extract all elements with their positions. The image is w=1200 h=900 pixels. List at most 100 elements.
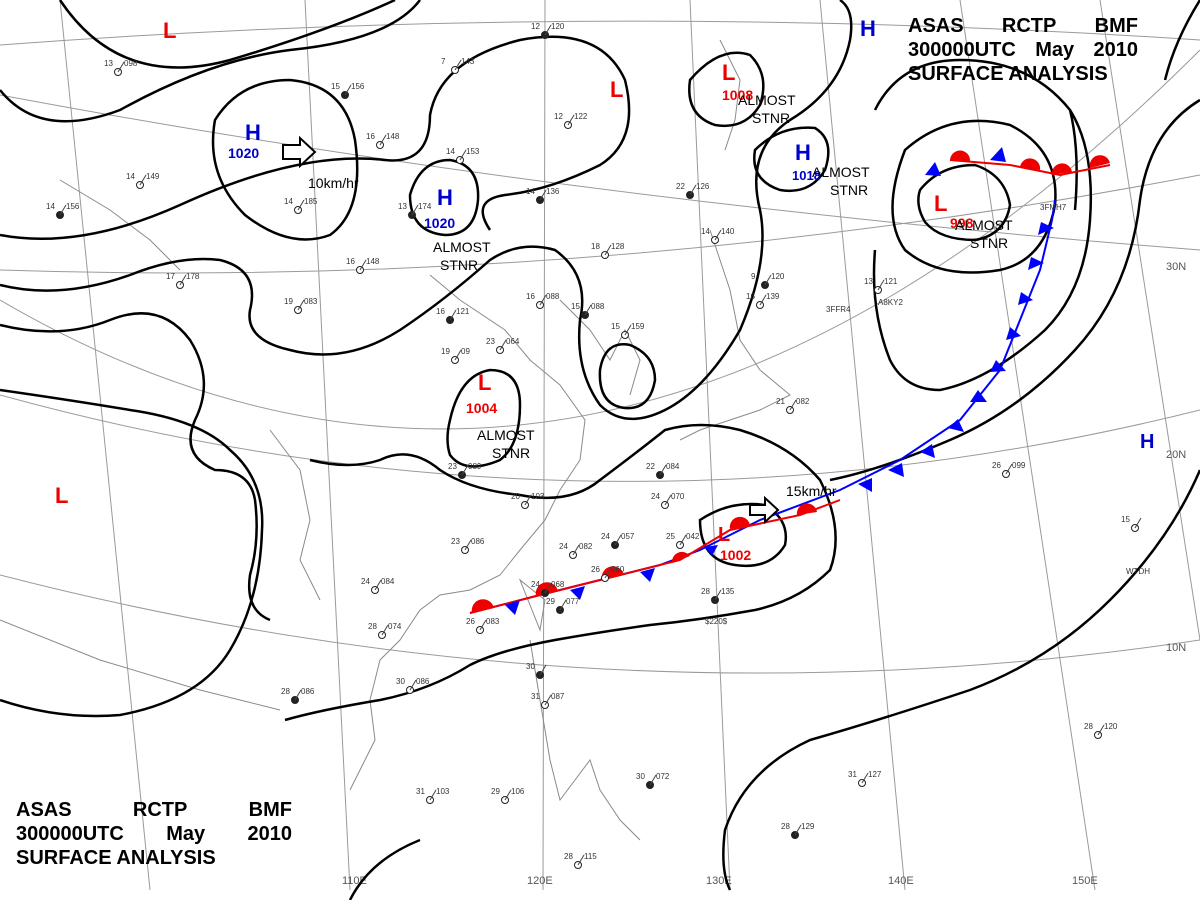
station-temp: 13 — [864, 277, 873, 286]
station-pressure: 088 — [546, 292, 560, 301]
annotations: ALMOST STNR ALMOST STNR ALMOST STNR ALMO… — [308, 92, 1013, 499]
station-plot: 30 086 — [396, 677, 430, 694]
wind-barb — [411, 204, 419, 216]
station-temp: 31 — [848, 770, 857, 779]
station-temp: 28 — [368, 622, 377, 631]
station-plot: 15 156 — [331, 82, 365, 99]
wind-barb — [539, 189, 547, 201]
station-plot: 28 135 — [701, 587, 735, 604]
header-region: ASAS — [908, 15, 964, 37]
station-plot: 20 103 — [511, 492, 545, 509]
station-pressure: 087 — [551, 692, 565, 701]
station-temp: 16 — [746, 292, 755, 301]
station-pressure: 074 — [388, 622, 402, 631]
wind-barb — [714, 589, 722, 601]
motion-arrows — [282, 135, 780, 525]
station-temp: 20 — [511, 492, 520, 501]
chart-header-top: ASAS RCTP BMF 300000UTC May 2010 SURFACE… — [908, 14, 1138, 86]
wind-barb — [679, 534, 687, 546]
station-plot: 31 127 — [848, 770, 882, 787]
station-plot: 17 178 — [166, 272, 200, 289]
wind-barb — [374, 579, 382, 591]
high-center-letter: H — [245, 120, 261, 145]
ship-id: A8KY2 — [878, 298, 903, 307]
high-center-value: 1020 — [228, 145, 259, 161]
header-line-1: ASAS RCTP BMF — [16, 798, 292, 822]
wind-barb — [297, 199, 305, 211]
low-center-value: 998 — [950, 215, 974, 231]
station-plot: 9 120 — [751, 272, 785, 289]
station-plot: 16 148 — [346, 257, 380, 274]
station-pressure: 084 — [666, 462, 680, 471]
station-temp: 29 — [491, 787, 500, 796]
station-plot: 15 — [1121, 515, 1142, 532]
station-pressure: 103 — [436, 787, 450, 796]
station-plot: 14 153 — [446, 147, 480, 164]
station-temp: 31 — [531, 692, 540, 701]
station-temp: 28 — [701, 587, 710, 596]
ship-id: 3FFR4 — [826, 305, 851, 314]
high-center-value: 1020 — [424, 215, 455, 231]
wind-barb — [659, 464, 667, 476]
station-temp: 14 — [701, 227, 710, 236]
station-temp: 23 — [451, 537, 460, 546]
header-year: 2010 — [247, 823, 293, 845]
wind-barb — [359, 259, 367, 271]
station-pressure: 127 — [868, 770, 882, 779]
station-pressure: 185 — [304, 197, 318, 206]
station-pressure: 122 — [574, 112, 588, 121]
station-temp: 19 — [284, 297, 293, 306]
station-temp: 13 — [104, 59, 113, 68]
wind-barb — [624, 324, 632, 336]
station-pressure: 083 — [486, 617, 500, 626]
station-plot: 31 103 — [416, 787, 450, 804]
station-pressure: 115 — [584, 852, 597, 861]
station-temp: 15 — [611, 322, 620, 331]
station-temp: 24 — [601, 532, 610, 541]
station-pressure: 139 — [766, 292, 780, 301]
low-center-letter: L — [610, 77, 623, 102]
station-temp: 13 — [398, 202, 407, 211]
station-plot: 26 060 — [591, 565, 625, 582]
station-plot: 23 086 — [451, 537, 485, 554]
wind-barb — [604, 244, 612, 256]
stnr-label: STNR — [970, 235, 1008, 251]
station-temp: 26 — [992, 461, 1001, 470]
header-title: SURFACE ANALYSIS — [16, 847, 216, 869]
header-station: RCTP — [1001, 15, 1057, 37]
station-pressure: 09 — [461, 347, 470, 356]
station-plot: 24 070 — [651, 492, 685, 509]
wind-barb — [294, 689, 302, 701]
low-center-letter: L — [718, 524, 730, 546]
wind-barb — [664, 494, 672, 506]
station-pressure: 156 — [351, 82, 365, 91]
station-pressure: 143 — [461, 57, 475, 66]
station-pressure: 126 — [696, 182, 710, 191]
wind-barb — [577, 854, 585, 866]
station-pressure: 064 — [506, 337, 520, 346]
station-temp: 28 — [281, 687, 290, 696]
station-pressure: 088 — [591, 302, 605, 311]
station-plot: 15 088 — [571, 302, 605, 319]
wind-barb — [524, 494, 532, 506]
wind-barb — [877, 279, 885, 291]
header-station: RCTP — [132, 799, 188, 821]
station-pressure: 060 — [611, 565, 625, 574]
wind-barb — [714, 229, 722, 241]
station-plot: 19 083 — [284, 297, 318, 314]
lat-label: 20N — [1166, 449, 1186, 461]
stnr-label: STNR — [830, 182, 868, 198]
wind-barb — [59, 204, 67, 216]
ship-id: 3FMH7 — [1040, 203, 1067, 212]
wind-barb — [572, 544, 580, 556]
wind-barb — [764, 274, 772, 286]
station-plot: 26 099 — [992, 461, 1026, 478]
station-temp: 15 — [1121, 515, 1130, 524]
station-plot: 30 072 — [636, 772, 670, 789]
station-temp: 22 — [676, 182, 685, 191]
header-month: May — [166, 823, 206, 845]
low-center-letter: L — [55, 483, 68, 508]
lon-label: 120E — [527, 875, 553, 887]
station-pressure: 098 — [124, 59, 138, 68]
station-temp: 21 — [776, 397, 785, 406]
